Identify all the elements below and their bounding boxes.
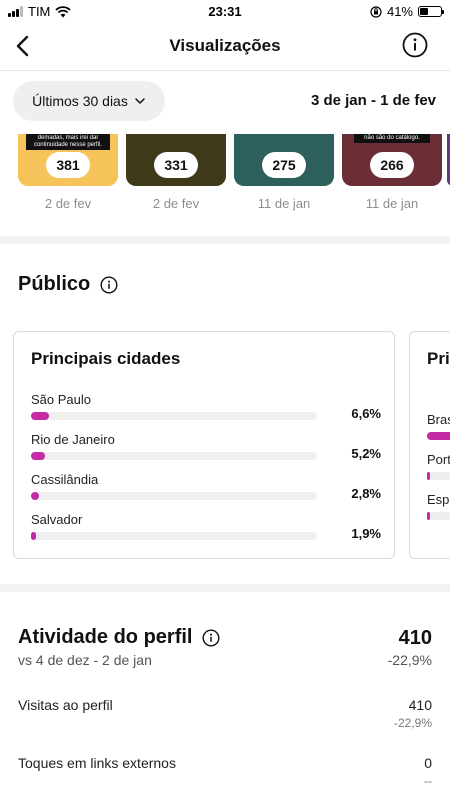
signal-icon [8,6,23,17]
activity-section-title: Atividade do perfil [18,626,220,649]
carrier-label: TIM [28,4,51,19]
wifi-icon [55,5,72,17]
activity-change: -22,9% [387,652,432,668]
city-percent: 1,9% [351,526,381,541]
story-thumbnail[interactable]: não são do catálogo. 266 [342,134,442,186]
story-date: 2 de fev [44,196,92,211]
public-title: Público [18,273,91,295]
metric-label-profile-visits: Visitas ao perfil [18,697,113,713]
city-percent: 2,8% [351,486,381,501]
country-row: Port [427,452,450,492]
date-range-label: 3 de jan - 1 de fev [310,92,436,109]
top-nav: Visualizações [0,24,450,68]
story-date: 11 de jan [365,196,419,211]
public-section-title: Público [18,273,118,296]
info-circle-icon[interactable] [402,32,428,58]
activity-title: Atividade do perfil [18,626,193,648]
activity-total: 410 [398,627,432,649]
city-bar-track [31,412,317,420]
story-thumbnails: demadas, mais irei dar continuidade ness… [0,134,450,214]
city-percent: 6,6% [351,406,381,421]
city-name: Rio de Janeiro [31,432,115,447]
city-bar-track [31,492,317,500]
country-row: Espa [427,492,450,532]
activity-compare-period: vs 4 de dez - 2 de jan [18,652,152,668]
page-title: Visualizações [169,36,281,55]
city-row: São Paulo 6,6% [31,392,381,432]
story-date: 11 de jan [257,196,311,211]
metric-value-profile-visits: 410 [408,697,432,713]
country-name: Espa [427,492,450,507]
card-title: Principais cidades [31,349,181,368]
story-caption: demadas, mais irei dar continuidade ness… [26,134,110,150]
metric-change-external-links: -- [424,774,432,788]
date-filter-dropdown[interactable]: Últimos 30 dias [13,81,165,121]
country-bar-fill [427,512,430,520]
city-row: Rio de Janeiro 5,2% [31,432,381,472]
city-percent: 5,2% [351,446,381,461]
info-circle-icon[interactable] [202,628,220,647]
story-thumbnail-partial[interactable] [447,134,450,186]
city-name: São Paulo [31,392,91,407]
city-bar-track [31,452,317,460]
country-bar-fill [427,432,450,440]
info-circle-icon[interactable] [100,275,118,294]
city-bar-fill [31,412,49,420]
story-caption: não são do catálogo. [354,134,430,143]
status-time: 23:31 [208,4,242,19]
section-divider [0,584,450,592]
story-thumbnail[interactable]: 331 [126,134,226,186]
top-countries-card: Pri Bras Port Espa [409,331,450,559]
city-name: Cassilândia [31,472,99,487]
city-bar-fill [31,492,39,500]
city-row: Cassilândia 2,8% [31,472,381,512]
city-name: Salvador [31,512,83,527]
metric-label-external-links: Toques em links externos [18,755,176,771]
section-divider [0,236,450,244]
story-view-count: 266 [370,152,414,178]
chevron-left-icon[interactable] [10,32,38,60]
battery-level [420,8,429,15]
status-bar: TIM 23:31 41% [0,0,450,24]
battery-percent: 41% [386,4,413,19]
country-row: Bras [427,412,450,452]
top-cities-card: Principais cidades São Paulo 6,6% Rio de… [13,331,395,559]
metric-change-profile-visits: -22,9% [393,716,432,730]
battery-group: 41% [370,4,444,19]
card-title: Pri [427,349,450,368]
story-thumbnail[interactable]: demadas, mais irei dar continuidade ness… [18,134,118,186]
country-bar-track [427,472,450,480]
story-view-count: 381 [46,152,90,178]
date-filter-label: Últimos 30 dias [32,93,128,109]
country-bar-track [427,512,450,520]
city-bar-fill [31,452,45,460]
carrier-group: TIM [8,4,72,19]
battery-icon [418,6,444,17]
country-name: Bras [427,412,450,427]
story-date: 2 de fev [152,196,200,211]
story-thumbnail[interactable]: 275 [234,134,334,186]
chevron-down-icon [135,98,145,104]
country-bar-fill [427,472,430,480]
story-view-count: 331 [154,152,198,178]
story-view-count: 275 [262,152,306,178]
city-bar-fill [31,532,36,540]
country-name: Port [427,452,450,467]
nav-divider [0,70,450,71]
orientation-lock-icon [370,5,382,18]
metric-value-external-links: 0 [424,755,432,771]
city-bar-track [31,532,317,540]
city-row: Salvador 1,9% [31,512,381,552]
country-bar-track [427,432,450,440]
